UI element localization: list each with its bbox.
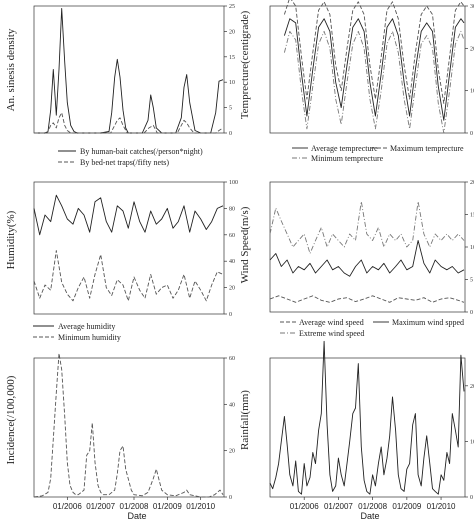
density-ytick-label: 0	[229, 131, 232, 137]
humidity-series-1-line	[33, 194, 224, 236]
wind-legend-label-2: Maximum wind spped	[392, 318, 464, 327]
incidence-xlabel: Date	[127, 511, 146, 521]
temperature-ytick-label: 30	[470, 4, 474, 10]
incidence-xtick-label: 01/2006	[53, 502, 82, 511]
wind-ytick-label: 5	[470, 278, 473, 284]
incidence-panel: Incidence(/100,000) 0 20 40 60 01/2006 01/200…	[5, 352, 235, 521]
temperature-plot-frame	[269, 5, 466, 134]
humidity-ytick-label: 0	[229, 312, 232, 318]
wind-panel: Wind Speed(m/s) 0 5 10 15 20 Average wind sp…	[239, 180, 474, 338]
incidence-ylabel: Incidence(/100,000)	[5, 375, 17, 464]
humidity-ytick-label: 20	[229, 286, 235, 292]
humidity-plot-frame	[33, 181, 225, 315]
temperature-legend: Average temprecture Maximum temprecture …	[292, 144, 464, 163]
humidity-legend: Average humidity Minimum humidity	[33, 322, 121, 342]
rainfall-plot: 0 100 200 01/2006 01/2007 01/2008 01/2009 01/20…	[269, 340, 474, 511]
temperature-series-2-line	[283, 0, 465, 104]
rainfall-xtick-label: 01/2006	[290, 502, 319, 511]
rainfall-ytick-label: 0	[470, 495, 473, 501]
density-legend-label-2: By bed-net traps(/fifty nets)	[80, 158, 169, 167]
temperature-series-3-line	[283, 30, 465, 134]
humidity-series-2-line	[33, 250, 224, 302]
wind-plot: 0 5 10 15 20	[269, 180, 474, 316]
temperature-ytick-label: 10	[470, 89, 474, 95]
incidence-xtick-label: 01/2009	[153, 502, 182, 511]
rainfall-series-1-line	[269, 340, 465, 495]
incidence-series-1-line	[33, 352, 224, 498]
density-series-1-line	[34, 8, 224, 134]
rainfall-panel: Rainfall(mm) 0 100 200 01/2006 01/2007 01/200…	[239, 340, 474, 521]
wind-series-2-line	[269, 240, 465, 277]
humidity-legend-label-2: Minimum humidity	[58, 333, 121, 342]
wind-legend-label-3: Extreme wind speed	[299, 329, 364, 338]
rainfall-xtick-label: 01/2008	[358, 502, 387, 511]
wind-ytick-label: 20	[470, 180, 474, 186]
humidity-legend-label-1: Average humidity	[58, 322, 115, 331]
density-ytick-label: 15	[229, 55, 235, 61]
density-plot: 0 5 10 15 20 25	[33, 4, 235, 137]
humidity-ylabel: Humidity(%)	[5, 210, 17, 269]
temperature-legend-label-3: Minimum temprecture	[311, 154, 384, 163]
wind-ytick-label: 10	[470, 245, 474, 251]
rainfall-plot-frame	[269, 357, 466, 498]
incidence-ytick-label: 20	[229, 449, 235, 455]
temperature-plot: 0 10 20 30	[269, 0, 474, 137]
wind-legend-label-1: Average wind speed	[299, 318, 364, 327]
incidence-xtick-label: 01/2008	[120, 502, 149, 511]
temperature-legend-label-1: Average temprecture	[311, 144, 378, 153]
humidity-plot: 0 20 40 60 80 100	[33, 180, 238, 318]
wind-series-1-line	[269, 295, 465, 303]
density-ytick-label: 5	[229, 106, 232, 112]
density-ytick-label: 10	[229, 80, 235, 86]
density-panel: An. sinesis density 0 5 10 15 20 25 By human-…	[5, 4, 235, 167]
temperature-ylabel: Temprecture(centigrade)	[239, 10, 251, 119]
density-ylabel: An. sinesis density	[5, 28, 17, 111]
humidity-panel: Humidity(%) 0 20 40 60 80 100 Average humidit…	[5, 180, 238, 342]
incidence-plot-frame	[33, 357, 225, 498]
incidence-ytick-label: 40	[229, 402, 235, 408]
incidence-plot: 0 20 40 60 01/2006 01/2007 01/2008 01/2009 01/20…	[33, 352, 235, 511]
density-ytick-label: 20	[229, 29, 235, 35]
wind-ylabel: Wind Speed(m/s)	[239, 206, 251, 283]
rainfall-ylabel: Rainfall(mm)	[239, 390, 251, 450]
rainfall-xtick-label: 01/2009	[392, 502, 421, 511]
incidence-xtick-label: 01/2010	[186, 502, 215, 511]
density-legend-label-1: By human-bait catches(/person*night)	[80, 147, 203, 156]
humidity-ytick-label: 80	[229, 206, 235, 212]
rainfall-ytick-label: 100	[470, 439, 474, 445]
rainfall-xlabel: Date	[360, 511, 379, 521]
humidity-ytick-label: 60	[229, 233, 235, 239]
wind-plot-frame	[269, 181, 466, 313]
wind-series-3-line	[269, 201, 465, 254]
temperature-panel: Temprecture(centigrade) 0 10 20 30 Average …	[239, 0, 474, 163]
temperature-series-1-line	[283, 18, 465, 121]
humidity-ytick-label: 100	[229, 180, 238, 186]
temperature-ytick-label: 0	[470, 131, 473, 137]
wind-ytick-label: 0	[470, 310, 473, 316]
rainfall-xtick-label: 01/2010	[427, 502, 456, 511]
incidence-xtick-label: 01/2007	[86, 502, 115, 511]
incidence-ytick-label: 60	[229, 356, 235, 362]
wind-ytick-label: 15	[470, 213, 474, 219]
temperature-ytick-label: 20	[470, 46, 474, 52]
wind-legend: Average wind speed Maximum wind spped Ex…	[280, 318, 464, 338]
humidity-ytick-label: 40	[229, 259, 235, 265]
rainfall-xtick-label: 01/2007	[324, 502, 353, 511]
density-legend: By human-bait catches(/person*night) By …	[58, 147, 203, 167]
incidence-ytick-label: 0	[229, 495, 232, 501]
density-ytick-label: 25	[229, 4, 235, 10]
rainfall-ytick-label: 200	[470, 384, 474, 390]
density-series-2-line	[34, 112, 224, 134]
temperature-legend-label-2: Maximum temprecture	[390, 144, 464, 153]
